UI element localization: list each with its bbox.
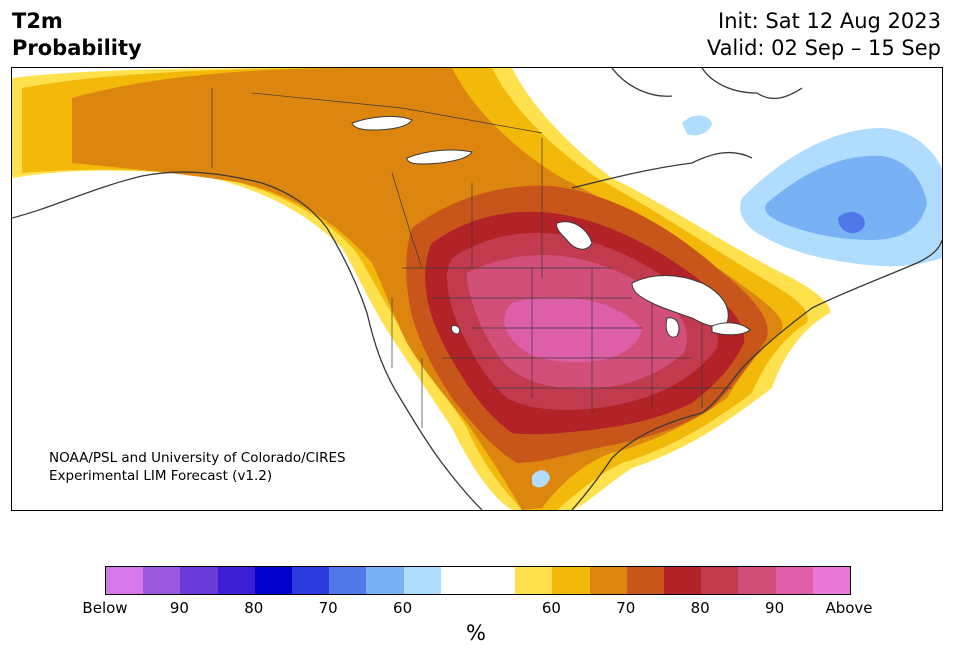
- band-above-95: [504, 297, 642, 363]
- credit-text: NOAA/PSL and University of Colorado/CIRE…: [49, 449, 346, 485]
- credit-line-1: NOAA/PSL and University of Colorado/CIRE…: [49, 450, 346, 466]
- colorbar-cell: [106, 567, 144, 594]
- colorbar-cell: [254, 567, 293, 594]
- forecast-dates: Init: Sat 12 Aug 2023 Valid: 02 Sep – 15…: [707, 8, 941, 62]
- map-title: T2m Probability: [12, 8, 142, 62]
- colorbar-cell: [775, 567, 813, 594]
- title-line-2: Probability: [12, 36, 142, 60]
- band-below-small-2: [532, 470, 550, 488]
- credit-line-2: Experimental LIM Forecast (v1.2): [49, 468, 273, 484]
- colorbar-tick-label: Below: [82, 599, 128, 617]
- colorbar-cell: [589, 567, 627, 594]
- band-below-65: [765, 155, 927, 240]
- colorbar-cell: [626, 567, 665, 594]
- colorbar-tick-label: 60: [393, 599, 413, 617]
- band-below-small-1: [682, 115, 712, 136]
- coastlines: [12, 68, 942, 510]
- colorbar-cell: [440, 567, 479, 594]
- band-below-70: [838, 212, 865, 234]
- colorbar-ticks: Below 90 80 70 60 60 70 80 90 Above: [0, 599, 953, 619]
- colorbar-tick-label: 90: [169, 599, 189, 617]
- colorbar-cell: [664, 567, 702, 594]
- init-date: Init: Sat 12 Aug 2023: [718, 9, 941, 33]
- colorbar-cell: [812, 567, 851, 594]
- colorbar-unit: %: [466, 621, 486, 645]
- lakes: [351, 115, 751, 338]
- title-line-1: T2m: [12, 9, 63, 33]
- valid-range: Valid: 02 Sep – 15 Sep: [706, 36, 941, 60]
- colorbar-tick-label: Above: [825, 599, 873, 617]
- map-canvas: [12, 68, 942, 510]
- colorbar-cell: [403, 567, 441, 594]
- political-borders: [211, 88, 732, 428]
- colorbar-tick-label: 60: [541, 599, 561, 617]
- colorbar-cell: [478, 567, 516, 594]
- colorbar-cell: [329, 567, 367, 594]
- probability-map: [11, 67, 943, 511]
- colorbar-tick-label: 90: [765, 599, 785, 617]
- colorbar-cell: [180, 567, 218, 594]
- colorbar-cell: [366, 567, 404, 594]
- colorbar-tick-label: 70: [616, 599, 636, 617]
- colorbar-cell: [552, 567, 590, 594]
- colorbar-cell: [217, 567, 255, 594]
- colorbar-cell: [701, 567, 739, 594]
- colorbar-cell: [143, 567, 181, 594]
- colorbar-cell: [515, 567, 553, 594]
- colorbar-cell: [292, 567, 330, 594]
- colorbar-tick-label: 80: [690, 599, 710, 617]
- colorbar: [105, 566, 851, 595]
- colorbar-cell: [738, 567, 776, 594]
- colorbar-tick-label: 70: [318, 599, 338, 617]
- colorbar-tick-label: 80: [244, 599, 264, 617]
